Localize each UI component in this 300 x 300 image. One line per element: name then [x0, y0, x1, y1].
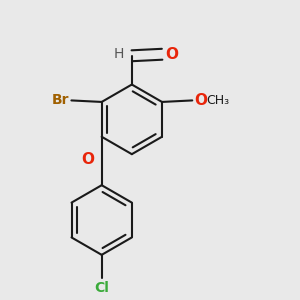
- Text: Cl: Cl: [94, 280, 109, 295]
- Text: H: H: [114, 47, 124, 61]
- Text: O: O: [166, 47, 179, 62]
- Text: Br: Br: [52, 93, 69, 107]
- Text: O: O: [81, 152, 94, 167]
- Text: O: O: [194, 93, 207, 108]
- Text: CH₃: CH₃: [206, 94, 229, 107]
